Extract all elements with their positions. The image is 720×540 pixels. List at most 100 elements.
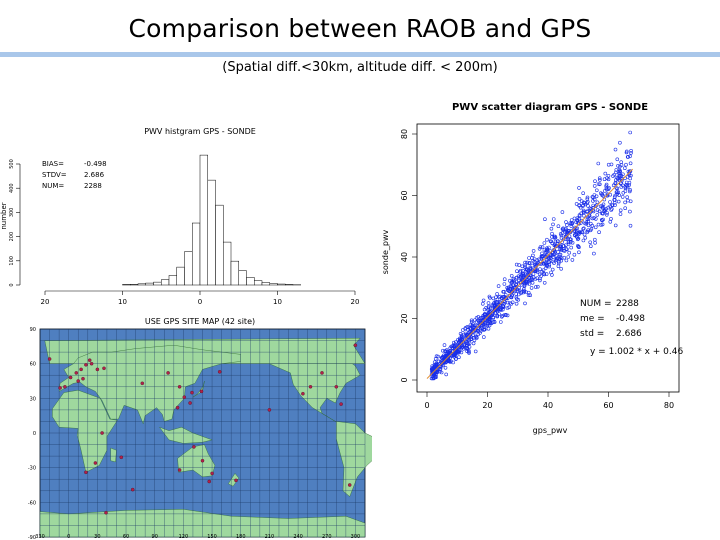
scatter-point [560, 231, 565, 235]
scatter-point [614, 190, 619, 194]
scatter-point [529, 286, 534, 290]
scatter-point [576, 236, 581, 241]
scatter-point [628, 130, 633, 135]
scatter-point [458, 337, 463, 341]
histogram-bar [269, 283, 278, 286]
map-site [182, 395, 187, 399]
histogram-bar [130, 284, 139, 286]
scatter-point [509, 302, 513, 306]
scatter-point [619, 185, 624, 189]
scatter-point [613, 223, 618, 228]
scatter-point [542, 272, 547, 277]
histogram-title: PWV histgram GPS - SONDE [144, 127, 256, 136]
scatter-point [556, 250, 560, 254]
scatter-point [600, 193, 604, 197]
scatter-point [544, 262, 548, 266]
scatter-point [525, 279, 529, 284]
scatter-point [528, 293, 532, 297]
scatter-point [560, 227, 565, 231]
scatter-point [623, 206, 628, 210]
scatter-point [596, 222, 601, 227]
scatter-point [620, 195, 625, 199]
scatter-point [502, 282, 507, 286]
scatter-points [429, 130, 633, 381]
map-site [100, 431, 104, 435]
scatter-point [530, 281, 535, 285]
scatter-point [443, 355, 447, 360]
histogram-bar [261, 282, 270, 286]
scatter-point [608, 220, 613, 224]
scatter-point [569, 218, 574, 222]
scatter-point [606, 162, 611, 167]
scatter-point [481, 302, 485, 306]
scatter-point [505, 285, 509, 290]
scatter-point [608, 200, 612, 204]
scatter-point [544, 257, 549, 262]
scatter-point [558, 232, 563, 236]
scatter-point [566, 242, 571, 246]
scatter-point [503, 293, 508, 297]
scatter-point [585, 195, 590, 200]
scatter-point [606, 187, 611, 191]
scatter-point [582, 226, 586, 231]
map-lon-tick-label: 30 [94, 534, 100, 540]
scatter-point [592, 251, 596, 256]
histogram-x-tick-label: 20 [351, 298, 360, 306]
scatter-point [499, 308, 504, 312]
scatter-point [487, 323, 492, 328]
scatter-y-tick-label: 20 [400, 313, 409, 323]
scatter-x-tick-label: 20 [482, 401, 492, 410]
scatter-point [495, 314, 500, 319]
map-lon-tick-label: 120 [179, 534, 189, 540]
histogram-bar [223, 241, 232, 286]
scatter-point [613, 147, 618, 152]
scatter-point [486, 301, 491, 305]
scatter-point [524, 290, 528, 294]
scatter-point [604, 186, 609, 190]
scatter-point [469, 335, 474, 339]
scatter-point [514, 295, 519, 300]
scatter-fit-line [426, 168, 634, 379]
scatter-point [553, 242, 557, 247]
map-site-markers [47, 343, 358, 515]
scatter-point [593, 225, 598, 230]
scatter-stat-label: me = [580, 314, 605, 324]
scatter-point [473, 349, 478, 354]
scatter-point [574, 202, 579, 206]
scatter-point [469, 318, 474, 323]
scatter-point [495, 292, 499, 296]
scatter-point [535, 270, 540, 274]
scatter-point [488, 318, 492, 322]
map-lon-tick-label: 210 [265, 534, 275, 540]
scatter-point [547, 264, 551, 269]
scatter-point [490, 303, 495, 307]
histogram-bar [145, 282, 154, 286]
scatter-point [544, 272, 549, 276]
scatter-point [517, 263, 521, 267]
scatter-point [485, 323, 490, 328]
scatter-point [581, 227, 585, 231]
scatter-fit-segment [426, 168, 634, 379]
scatter-point [570, 222, 574, 226]
scatter-point [628, 154, 632, 159]
map-site [199, 389, 204, 394]
map-site [353, 343, 358, 347]
scatter-point [459, 333, 464, 338]
scatter-point [614, 186, 619, 190]
scatter-point [528, 278, 532, 282]
map-site [140, 381, 145, 386]
scatter-point [550, 267, 555, 272]
scatter-point [483, 321, 488, 325]
scatter-point [590, 223, 595, 228]
scatter-point [621, 172, 625, 177]
scatter-point [528, 267, 533, 271]
scatter-point [585, 230, 590, 234]
scatter-point [491, 315, 496, 319]
scatter-point [434, 375, 438, 380]
scatter-point [436, 359, 441, 364]
scatter-point [544, 249, 548, 253]
scatter-title: PWV scatter diagram GPS - SONDE [452, 102, 648, 113]
scatter-point [468, 329, 472, 334]
scatter-point [541, 254, 545, 259]
scatter-point [572, 252, 577, 257]
